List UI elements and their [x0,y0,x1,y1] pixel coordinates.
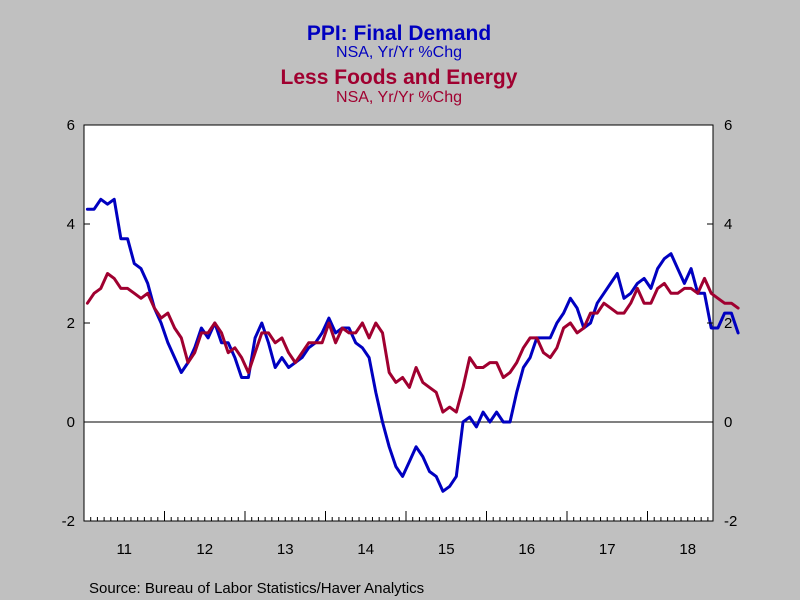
x-tick-label: 18 [679,541,696,558]
x-tick-label: 17 [599,541,616,558]
y-tick-label-right: 6 [724,117,732,134]
y-tick-label-right: -2 [724,513,737,530]
y-tick-label-left: -2 [62,513,75,530]
y-axis-left: -2 0 2 4 6 [62,117,90,530]
chart-subtitle: NSA, Yr/Yr %Chg [336,89,462,106]
x-tick-label: 15 [438,541,455,558]
x-tick-label: 12 [196,541,213,558]
y-tick-label-right: 4 [724,216,732,233]
chart-subtitle: NSA, Yr/Yr %Chg [336,44,462,61]
chart-title: PPI: Final Demand [307,22,491,45]
plot-area [83,124,714,522]
series-line-less-foods-energy [85,272,740,414]
x-tick-label: 14 [357,541,374,558]
y-tick-label-right: 2 [724,315,732,332]
y-tick-label-left: 0 [67,414,75,431]
chart-title: Less Foods and Energy [281,66,518,89]
y-tick-label-left: 2 [67,315,75,332]
y-tick-label-left: 6 [67,117,75,134]
x-tick-label: 13 [277,541,294,558]
source-note: Source: Bureau of Labor Statistics/Haver… [89,580,424,597]
x-axis: 11 12 13 14 15 16 17 18 [83,511,709,558]
x-tick-label: 16 [518,541,535,558]
x-tick-label: 11 [116,541,132,558]
series-layer [85,197,740,493]
series-line-ppi-final-demand [85,197,740,493]
y-tick-label-left: 4 [67,216,75,233]
y-tick-label-right: 0 [724,414,732,431]
